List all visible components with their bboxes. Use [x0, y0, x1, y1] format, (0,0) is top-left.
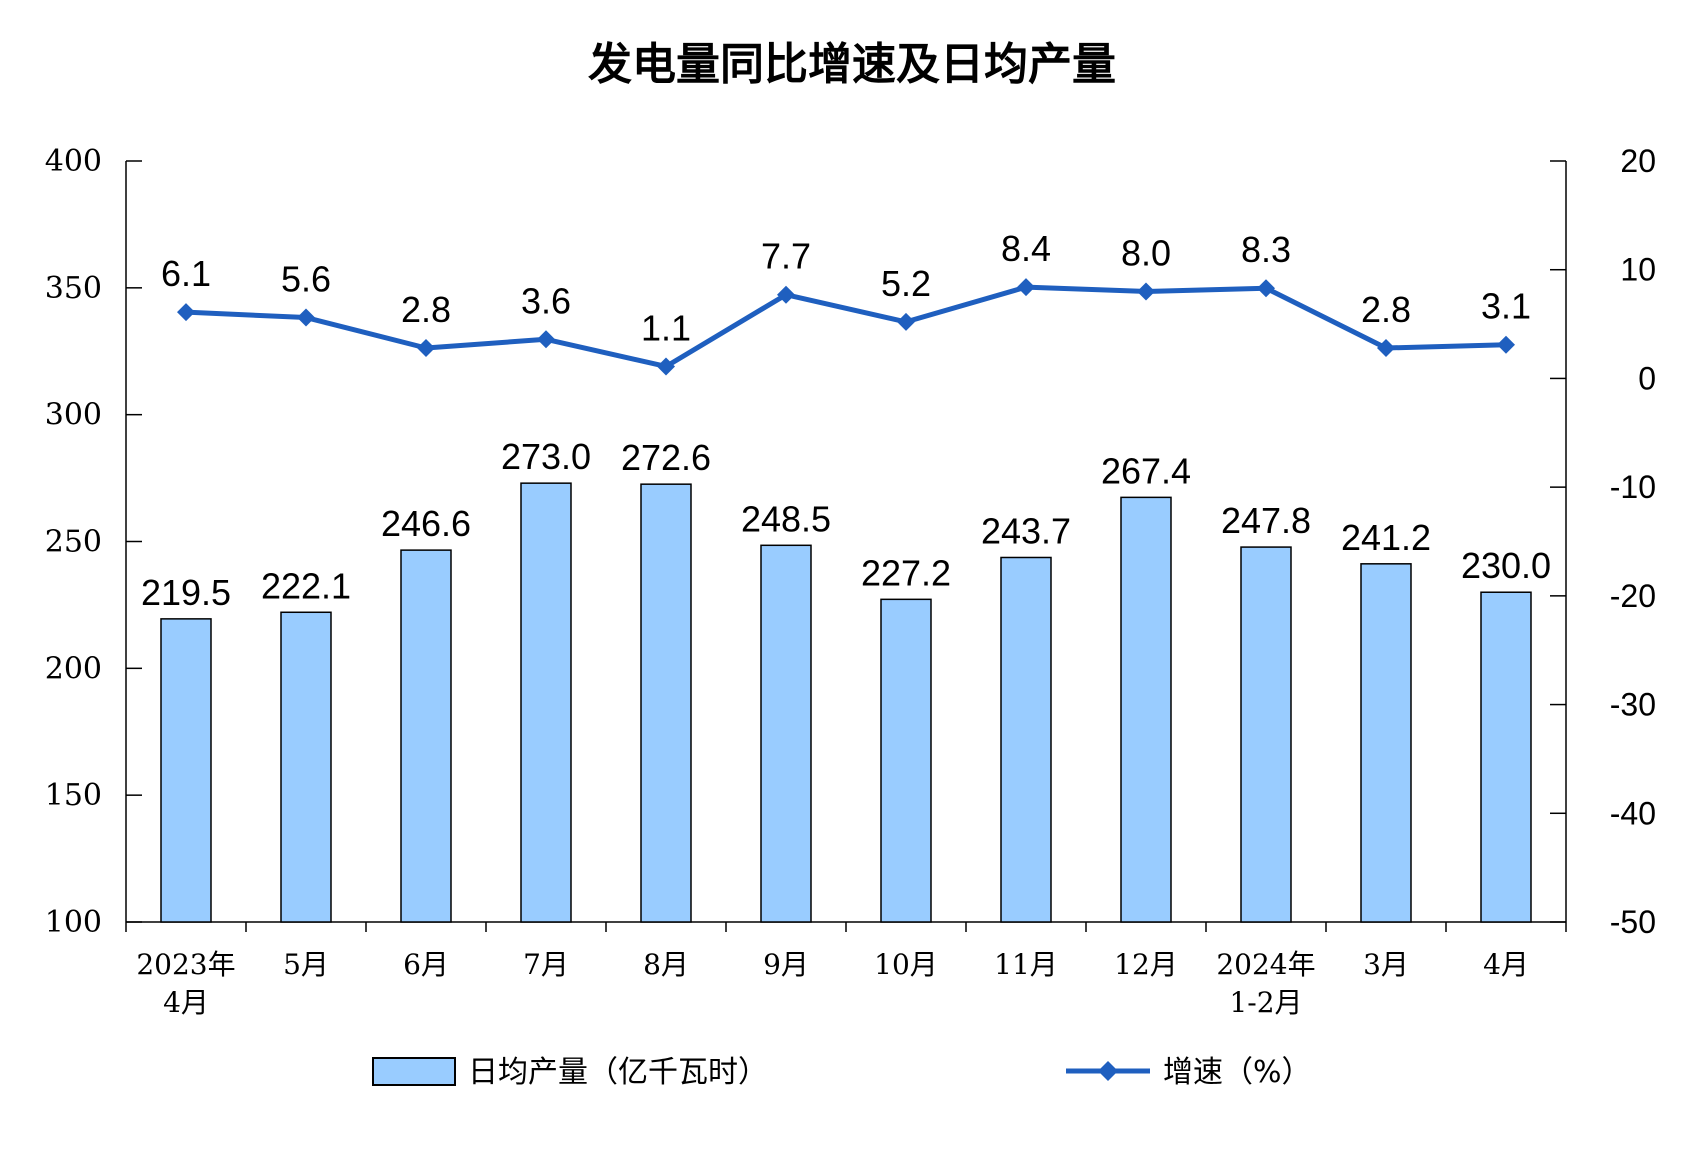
line-value-label: 1.1	[641, 307, 691, 348]
x-tick-label: 12月	[1114, 948, 1178, 981]
axes: 100 150 200 250 300 350 400 -50 -40 -30 -20 -10 0 10 2…	[45, 143, 1656, 1019]
x-tick-label: 9月	[763, 948, 809, 981]
x-tick-label: 10月	[874, 948, 938, 981]
left-tick-label: 100	[45, 905, 102, 940]
bar	[520, 482, 572, 923]
chart-title: 发电量同比增速及日均产量	[588, 39, 1116, 90]
line-value-label: 8.0	[1121, 232, 1171, 273]
line-point	[177, 303, 195, 322]
right-tick-label: -20	[1610, 578, 1656, 614]
bar	[760, 544, 812, 923]
line-value-label: 6.1	[161, 253, 211, 294]
line-point	[1257, 279, 1275, 298]
data-labels: 219.5 222.1 246.6 273.0 272.6 248.5 227.2 243.7…	[141, 228, 1551, 613]
x-tick-label: 11月	[994, 948, 1058, 981]
growth-line	[185, 284, 1507, 369]
left-tick-label: 200	[45, 651, 102, 686]
line-value-label: 3.6	[521, 280, 571, 321]
legend-bar-label: 日均产量（亿千瓦时）	[468, 1055, 768, 1090]
line-value-label: 3.1	[1481, 286, 1531, 327]
left-tick-label: 150	[45, 778, 102, 813]
bar-series	[160, 482, 1532, 923]
right-tick-label: 0	[1638, 360, 1656, 396]
bar-value-label: 227.2	[861, 552, 951, 593]
right-tick-label: -10	[1610, 469, 1656, 505]
bar	[280, 611, 332, 923]
right-tick-label: -30	[1610, 687, 1656, 723]
x-tick-label: 8月	[643, 948, 689, 981]
line-point	[1017, 278, 1035, 297]
bar-value-label: 272.6	[621, 437, 711, 478]
bar	[1000, 556, 1052, 923]
left-tick-label: 300	[45, 398, 102, 433]
x-tick-label: 3月	[1363, 948, 1409, 981]
bar-value-label: 273.0	[501, 436, 591, 477]
line-value-label: 2.8	[401, 289, 451, 330]
line-point	[777, 285, 795, 304]
right-tick-label: 20	[1620, 143, 1656, 179]
x-tick-label: 6月	[403, 948, 449, 981]
x-tick-label: 2024年 1-2月	[1216, 948, 1315, 1019]
line-value-label: 5.2	[881, 263, 931, 304]
x-tick-label: 7月	[523, 948, 569, 981]
bar	[640, 483, 692, 923]
line-point	[297, 308, 315, 327]
bar	[1240, 546, 1292, 923]
line-value-label: 5.6	[281, 259, 331, 300]
legend: 日均产量（亿千瓦时） 增速（%）	[372, 1055, 1312, 1090]
line-point	[1137, 282, 1155, 301]
x-tick-label: 2023年 4月	[136, 948, 235, 1019]
line-point	[657, 357, 675, 376]
right-tick-label: -50	[1610, 904, 1656, 940]
line-value-label: 7.7	[761, 236, 811, 277]
bar-value-label: 246.6	[381, 503, 471, 544]
bar	[160, 618, 212, 923]
bar	[880, 598, 932, 923]
left-tick-label: 350	[45, 271, 102, 306]
x-tick-label: 4月	[1483, 948, 1529, 981]
x-tick-label: 5月	[283, 948, 329, 981]
line-value-label: 8.4	[1001, 228, 1051, 269]
line-point	[1497, 335, 1515, 354]
bar-value-label: 248.5	[741, 498, 831, 539]
line-point	[417, 338, 435, 357]
bar-value-label: 247.8	[1221, 500, 1311, 541]
bar	[1480, 591, 1532, 923]
bar-value-label: 219.5	[141, 572, 231, 613]
legend-line-label: 增速（%）	[1163, 1055, 1312, 1090]
line-value-label: 8.3	[1241, 229, 1291, 270]
right-tick-label: -40	[1610, 795, 1656, 831]
bar-value-label: 241.2	[1341, 517, 1431, 558]
left-tick-label: 250	[45, 525, 102, 560]
bar-value-label: 267.4	[1101, 450, 1191, 491]
bar	[1120, 496, 1172, 923]
bar-value-label: 243.7	[981, 510, 1071, 551]
bar-value-label: 222.1	[261, 565, 351, 606]
left-tick-label: 400	[45, 144, 102, 179]
legend-line-marker	[1098, 1061, 1118, 1081]
line-value-label: 2.8	[1361, 289, 1411, 330]
line-point	[537, 330, 555, 349]
line-point	[897, 312, 915, 331]
bar	[400, 549, 452, 923]
line-series	[177, 278, 1515, 376]
bar-value-label: 230.0	[1461, 545, 1551, 586]
line-point	[1377, 338, 1395, 357]
bar	[1360, 563, 1412, 923]
right-tick-label: 10	[1620, 252, 1656, 288]
legend-bar-swatch	[372, 1057, 456, 1086]
